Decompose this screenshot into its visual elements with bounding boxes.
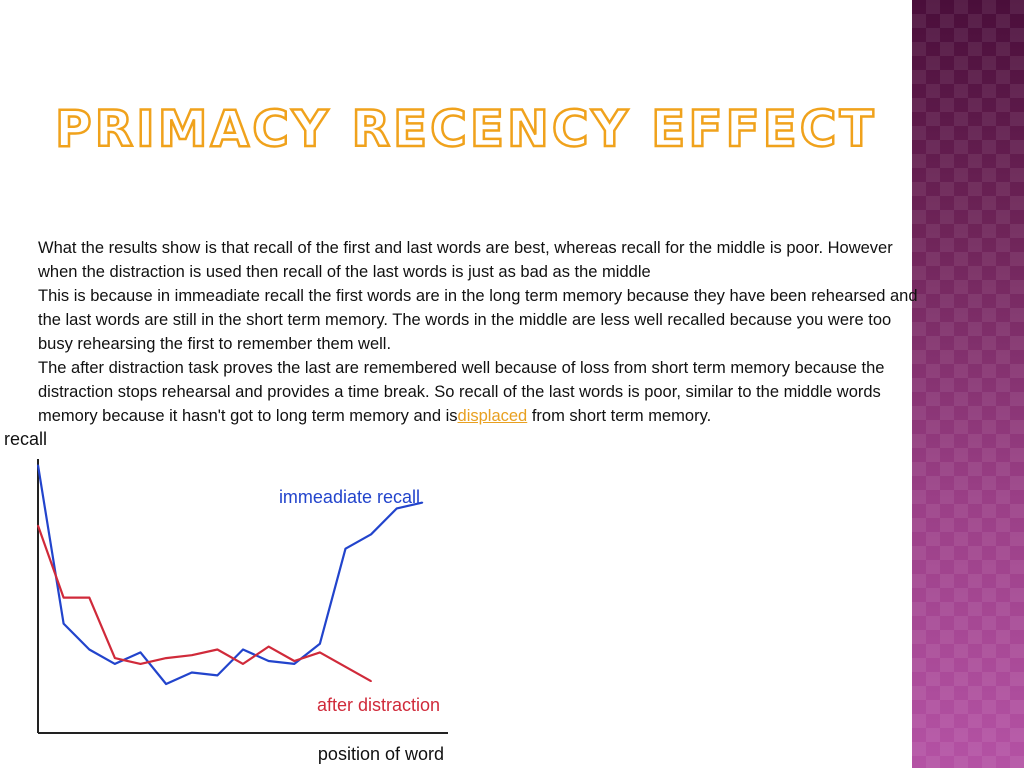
series-label-immediate-recall: immeadiate recall (279, 487, 420, 507)
series-label-after-distraction: after distraction (317, 695, 440, 715)
data-point-immediate (370, 533, 372, 536)
data-point-immediate (293, 663, 296, 665)
data-point-immediate (396, 507, 398, 510)
data-point-distraction (344, 666, 347, 668)
data-point-immediate (344, 547, 347, 550)
data-point-immediate (267, 660, 270, 662)
slide-title: Primacy Recency Effect (54, 99, 877, 160)
paragraph-distraction-end: from short term memory. (527, 407, 712, 425)
displaced-link[interactable]: displaced (457, 407, 528, 425)
data-point-immediate (216, 674, 219, 677)
paragraph-distraction-text: The after distraction task proves the la… (38, 359, 885, 425)
series-line-after-distraction (36, 525, 372, 683)
paragraph-results: What the results show is that recall of … (38, 239, 893, 281)
data-point-immediate (37, 464, 39, 466)
body-text: What the results show is that recall of … (38, 236, 918, 428)
series-line-immediate-recall (36, 465, 423, 686)
data-point-immediate (114, 663, 116, 665)
data-point-immediate (421, 501, 424, 504)
paragraph-distraction: The after distraction task proves the la… (38, 356, 918, 428)
data-point-distraction (191, 654, 193, 656)
data-point-immediate (319, 642, 321, 645)
data-point-distraction (242, 663, 244, 665)
data-point-distraction (293, 660, 296, 662)
recall-chart: recall position of word immeadiate recall a… (0, 425, 452, 768)
data-point-distraction (139, 663, 142, 665)
y-axis-label: recall (4, 429, 47, 449)
paragraph-explanation: This is because in immeadiate recall the… (38, 287, 918, 353)
recall-chart-svg: recall position of word immeadiate recall a… (4, 429, 448, 764)
data-point-distraction (62, 596, 65, 599)
data-point-immediate (139, 651, 142, 654)
data-point-distraction (88, 596, 91, 599)
data-point-immediate (88, 648, 91, 651)
data-point-immediate (242, 648, 244, 651)
data-point-distraction (267, 645, 270, 648)
data-point-distraction (319, 651, 321, 654)
data-point-distraction (370, 680, 372, 682)
data-point-immediate (62, 622, 65, 625)
data-point-distraction (165, 657, 167, 659)
data-point-immediate (165, 683, 167, 685)
data-point-distraction (37, 524, 39, 527)
diamond-pattern (912, 0, 1024, 768)
data-point-distraction (114, 657, 116, 659)
x-axis-label: position of word (318, 744, 444, 764)
decorative-side-band (912, 0, 1024, 768)
data-point-immediate (191, 671, 193, 674)
data-point-distraction (216, 648, 219, 651)
